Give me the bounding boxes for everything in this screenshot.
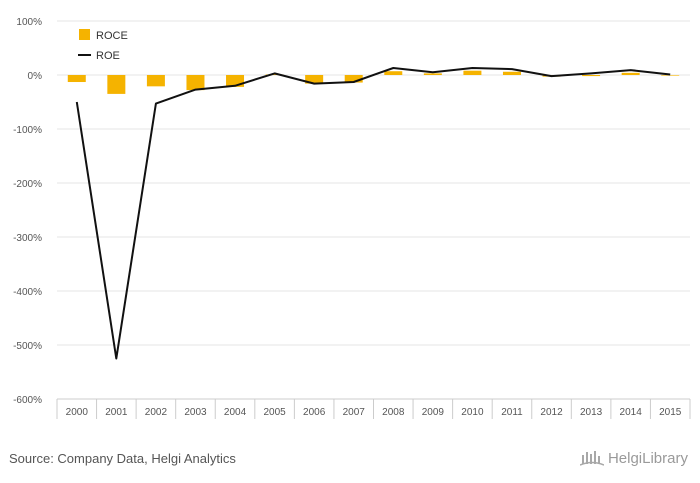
- roe-line: [75, 67, 671, 360]
- footer: Source: Company Data, Helgi Analytics He…: [0, 440, 700, 483]
- legend-roce-label: ROCE: [96, 30, 128, 42]
- legend-roce-swatch: [79, 29, 90, 40]
- brand-name: HelgiLibrary: [607, 449, 688, 467]
- roce-bar-2009: [423, 73, 442, 75]
- y-tick-label: -500%: [13, 341, 42, 352]
- x-tick-label: 2007: [343, 407, 366, 418]
- roce-bar-2015: [661, 75, 680, 76]
- roce-bar-2006: [305, 75, 324, 84]
- y-tick-label: -200%: [13, 179, 42, 190]
- x-tick-label: 2013: [580, 407, 603, 418]
- y-tick-label: 0%: [28, 71, 43, 82]
- roce-bar-2003: [186, 75, 205, 91]
- roce-bar-2008: [384, 71, 403, 75]
- roce-bar-2002: [146, 75, 165, 87]
- y-tick-label: -100%: [13, 125, 42, 136]
- roce-bar-2011: [502, 71, 521, 75]
- y-tick-label: -300%: [13, 233, 42, 244]
- roce-bar-2004: [226, 75, 245, 87]
- x-tick-label: 2009: [422, 407, 445, 418]
- x-tick-label: 2004: [224, 407, 247, 418]
- gridlines: [57, 20, 690, 346]
- x-tick-label: 2015: [659, 407, 682, 418]
- roce-bar-2000: [67, 75, 86, 83]
- x-axis: 2000 2001 2002 2003 2004 2005 2006 2007 2008 2009…: [56, 398, 691, 419]
- source-note: Source: Company Data, Helgi Analytics: [9, 451, 236, 466]
- y-axis: 100% 0% -100% -200% -300% -400% -500% -600%: [13, 17, 42, 406]
- x-tick-label: 2010: [461, 407, 484, 418]
- x-tick-label: 2000: [66, 407, 89, 418]
- x-tick-label: 2011: [501, 407, 523, 418]
- x-tick-label: 2001: [105, 407, 128, 418]
- roce-bar-2010: [463, 70, 482, 75]
- library-icon: [579, 451, 604, 466]
- legend-roe-label: ROE: [96, 50, 120, 62]
- roce-bar-2014: [621, 72, 640, 75]
- x-tick-label: 2014: [620, 407, 643, 418]
- y-tick-label: -600%: [13, 395, 42, 406]
- brand-logo[interactable]: HelgiLibrary: [579, 449, 688, 467]
- chart: 100% 0% -100% -200% -300% -400% -500% -600% 200…: [13, 17, 691, 419]
- y-tick-label: 100%: [16, 17, 42, 28]
- roce-bar-2001: [107, 75, 126, 94]
- x-tick-label: 2003: [184, 407, 207, 418]
- legend: ROCE ROE: [78, 29, 128, 62]
- roce-bar-2013: [582, 75, 601, 77]
- x-tick-label: 2006: [303, 407, 326, 418]
- x-tick-label: 2012: [540, 407, 563, 418]
- x-tick-label: 2002: [145, 407, 168, 418]
- roce-bar-2005: [265, 74, 284, 76]
- x-tick-label: 2005: [263, 407, 286, 418]
- y-tick-label: -400%: [13, 287, 42, 298]
- roce-bar-2007: [344, 75, 363, 83]
- roe-line-series: [75, 67, 671, 360]
- x-tick-label: 2008: [382, 407, 405, 418]
